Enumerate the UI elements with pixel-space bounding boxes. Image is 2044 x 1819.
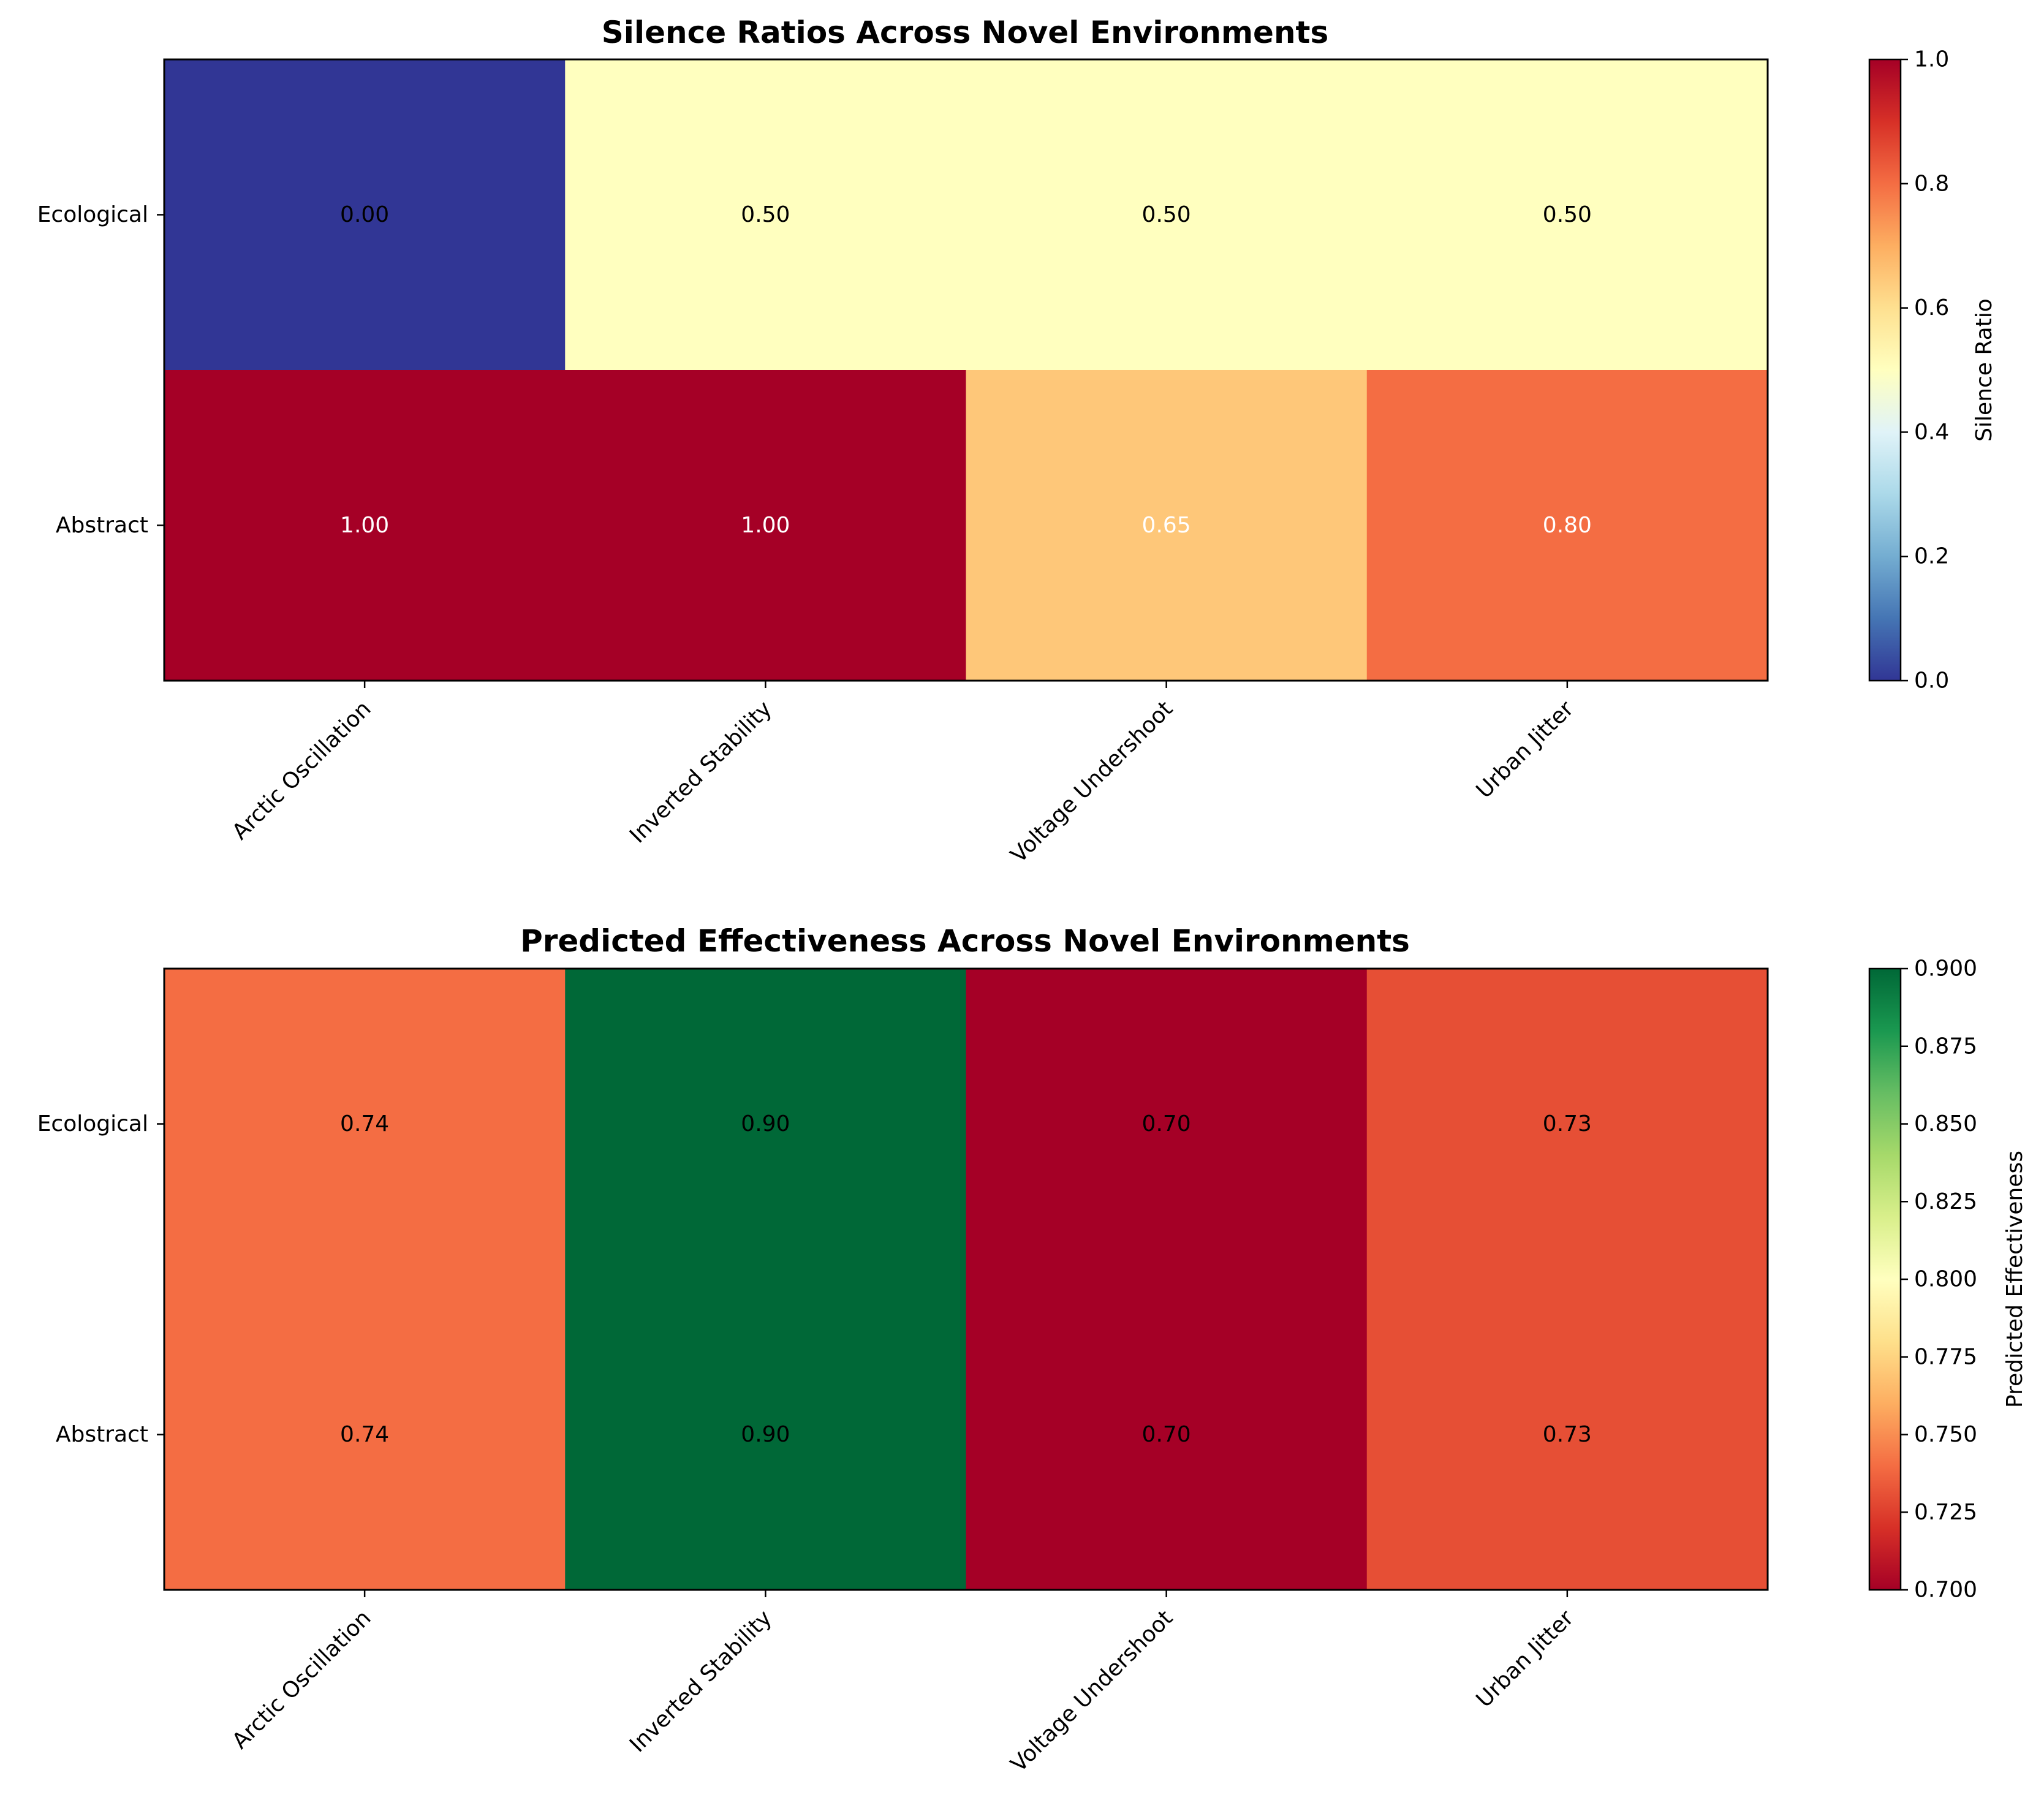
cell-value-label: 0.73	[1543, 1111, 1592, 1136]
heatmap-cells: 0.00 0.50 0.50 0.50 1.00 1.00 0.65 0.80	[164, 59, 1768, 681]
x-axis: Arctic Oscillation Inverted Stability Volt…	[227, 681, 1579, 868]
heatmap-cell	[966, 969, 1368, 1280]
silence-ratio-panel: Silence Ratios Across Novel Environments…	[37, 15, 1997, 868]
colorbar: 0.0 0.2 0.4 0.6 0.8 1.0 Silence Ratio	[1868, 47, 1997, 694]
cell-value-label: 0.50	[1543, 202, 1592, 227]
colorbar-gradient	[1868, 58, 1902, 682]
colorbar-tick-label: 0.725	[1914, 1500, 1977, 1525]
heatmap-cell	[565, 1279, 967, 1590]
colorbar-label: Silence Ratio	[1972, 298, 1997, 442]
cell-value-label: 0.74	[340, 1111, 389, 1136]
heatmap-cell	[164, 59, 566, 371]
colorbar-tick-label: 0.0	[1914, 668, 1949, 694]
heatmap-cell	[565, 59, 967, 371]
colorbar-tick-label: 0.4	[1914, 420, 1949, 445]
colorbar-tick-label: 1.0	[1914, 47, 1949, 72]
colorbar-tick-label: 0.8	[1914, 171, 1949, 196]
colorbar-tick-label: 0.875	[1914, 1034, 1977, 1059]
cell-value-label: 0.70	[1142, 1422, 1191, 1447]
y-axis: Ecological Abstract	[37, 1111, 164, 1447]
chart-title: Silence Ratios Across Novel Environments	[602, 15, 1328, 50]
colorbar-tick-label: 0.775	[1914, 1344, 1977, 1369]
heatmap-cell	[164, 370, 566, 681]
y-tick-label: Abstract	[56, 1422, 148, 1447]
predicted-effectiveness-panel: Predicted Effectiveness Across Novel Env…	[37, 923, 2027, 1777]
heatmap-cell	[164, 969, 566, 1280]
y-axis: Ecological Abstract	[37, 202, 164, 538]
cell-value-label: 0.50	[741, 202, 790, 227]
x-tick-label: Inverted Stability	[625, 697, 777, 849]
cell-value-label: 0.00	[340, 202, 389, 227]
colorbar-tick-label: 0.6	[1914, 295, 1949, 320]
colorbar-tick-label: 0.900	[1914, 956, 1977, 981]
colorbar-tick-label: 0.825	[1914, 1189, 1977, 1214]
colorbar: 0.700 0.725 0.750 0.775 0.800 0.825 0.850 0.875…	[1868, 956, 2027, 1603]
colorbar-tick-label: 0.2	[1914, 544, 1949, 569]
heatmap-cell	[565, 969, 967, 1280]
cell-value-label: 1.00	[741, 513, 790, 538]
cell-value-label: 0.50	[1142, 202, 1191, 227]
x-tick-label: Arctic Oscillation	[227, 1606, 376, 1754]
colorbar-ticks: 0.0 0.2 0.4 0.6 0.8 1.0	[1901, 47, 1949, 694]
x-tick-label: Voltage Undershoot	[1006, 1606, 1178, 1777]
cell-value-label: 1.00	[340, 513, 389, 538]
heatmap-cell	[966, 1279, 1368, 1590]
heatmap-cell	[1366, 1279, 1768, 1590]
x-tick-label: Urban Jitter	[1472, 1605, 1579, 1712]
heatmap-cell	[164, 1279, 566, 1590]
y-tick-label: Ecological	[37, 1111, 148, 1136]
plot-frame	[163, 58, 1769, 682]
x-axis: Arctic Oscillation Inverted Stability Volt…	[227, 1590, 1579, 1777]
heatmap-cell	[966, 59, 1368, 371]
heatmap-cells: 0.74 0.90 0.70 0.73 0.74 0.90 0.70 0.73	[164, 969, 1768, 1590]
heatmap-cell	[966, 370, 1368, 681]
x-tick-label: Inverted Stability	[625, 1606, 777, 1758]
x-tick-label: Urban Jitter	[1472, 696, 1579, 803]
colorbar-ticks: 0.700 0.725 0.750 0.775 0.800 0.825 0.850 0.875…	[1901, 956, 1977, 1603]
colorbar-label: Predicted Effectiveness	[2002, 1151, 2027, 1408]
cell-value-label: 0.73	[1543, 1422, 1592, 1447]
cell-value-label: 0.90	[741, 1422, 790, 1447]
heatmap-cell	[565, 370, 967, 681]
heatmap-cell	[1366, 969, 1768, 1280]
chart-title: Predicted Effectiveness Across Novel Env…	[520, 923, 1410, 959]
cell-value-label: 0.80	[1543, 513, 1592, 538]
y-tick-label: Ecological	[37, 202, 148, 227]
colorbar-tick-label: 0.700	[1914, 1578, 1977, 1603]
plot-frame	[163, 967, 1769, 1591]
cell-value-label: 0.70	[1142, 1111, 1191, 1136]
colorbar-tick-label: 0.850	[1914, 1111, 1977, 1136]
heatmap-cell	[1366, 59, 1768, 371]
cell-value-label: 0.65	[1142, 513, 1191, 538]
x-tick-label: Voltage Undershoot	[1006, 697, 1178, 868]
y-tick-label: Abstract	[56, 513, 148, 538]
heatmap-cell	[1366, 370, 1768, 681]
colorbar-gradient	[1868, 967, 1902, 1591]
colorbar-tick-label: 0.800	[1914, 1267, 1977, 1292]
colorbar-tick-label: 0.750	[1914, 1422, 1977, 1447]
cell-value-label: 0.74	[340, 1422, 389, 1447]
cell-value-label: 0.90	[741, 1111, 790, 1136]
x-tick-label: Arctic Oscillation	[227, 697, 376, 845]
